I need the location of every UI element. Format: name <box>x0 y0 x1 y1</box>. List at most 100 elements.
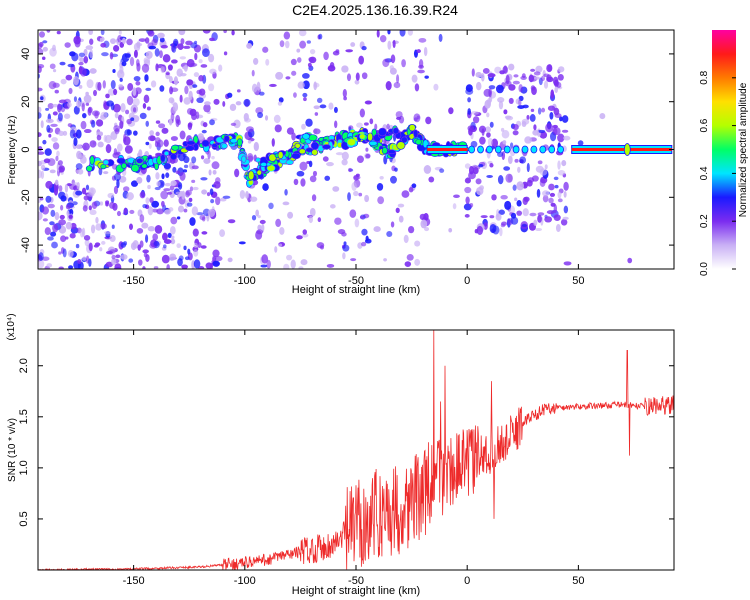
spectrogram-noise-blob <box>178 255 184 261</box>
spectrogram-noise-blob <box>132 98 140 107</box>
spectrogram-x-tick-label: -150 <box>123 275 145 287</box>
spectrogram-noise-blob <box>347 192 351 202</box>
spectrogram-noise-blob <box>168 97 175 104</box>
spectrogram-noise-blob <box>181 190 186 200</box>
spectrogram-noise-blob <box>64 113 71 119</box>
spectrogram-noise-blob <box>151 200 160 208</box>
spectrogram-noise-blob <box>145 234 149 243</box>
spectrogram-noise-blob <box>40 164 46 171</box>
spectrogram-noise-blob <box>279 40 285 48</box>
spectrogram-noise-blob <box>167 64 173 71</box>
spectrogram-ridge-blob <box>89 155 95 165</box>
spectrogram-noise-blob <box>563 205 569 214</box>
spectrogram-noise-blob <box>175 114 181 124</box>
spectrogram-noise-blob <box>532 129 540 136</box>
spectrogram-noise-blob <box>197 242 202 249</box>
spectrogram-noise-blob <box>81 187 87 195</box>
spectrogram-noise-blob <box>453 194 460 199</box>
spectrogram-noise-blob <box>398 215 404 223</box>
spectrogram-noise-blob <box>346 73 352 82</box>
spectrogram-noise-blob <box>186 79 194 86</box>
spectrogram-noise-blob <box>383 258 387 262</box>
spectrogram-noise-blob <box>176 216 181 220</box>
spectrogram-noise-blob <box>326 263 335 268</box>
spectrogram-noise-blob <box>170 180 177 187</box>
snr-x-axis-label: Height of straight line (km) <box>292 585 420 597</box>
spectrogram-noise-blob <box>309 175 317 183</box>
spectrogram-noise-blob <box>103 171 109 175</box>
spectrogram-noise-blob <box>256 229 264 235</box>
spectrogram-noise-blob <box>179 94 183 103</box>
spectrogram-noise-blob <box>302 80 310 90</box>
spectrogram-noise-blob <box>110 102 115 111</box>
spectrogram-noise-blob <box>176 243 181 249</box>
spectrogram-noise-blob <box>290 58 297 66</box>
spectrogram-noise-blob <box>113 125 121 132</box>
spectrogram-noise-blob <box>251 83 258 93</box>
spectrogram-noise-blob <box>235 101 242 106</box>
spectrogram-noise-blob <box>128 258 134 263</box>
spectrogram-noise-blob <box>92 110 100 117</box>
spectrogram-noise-blob <box>549 192 556 197</box>
spectrogram-noise-blob <box>132 87 137 96</box>
spectrogram-noise-blob <box>138 149 143 158</box>
spectrogram-noise-blob <box>498 209 505 215</box>
spectrogram-noise-blob <box>149 197 154 203</box>
spectrogram-noise-blob <box>198 59 203 64</box>
spectrogram-noise-blob <box>121 61 127 67</box>
spectrogram-noise-blob <box>38 111 42 120</box>
spectrogram-noise-blob <box>563 135 571 141</box>
spectrogram-noise-blob <box>223 30 227 34</box>
spectrogram-noise-blob <box>38 132 42 137</box>
spectrogram-noise-blob <box>299 40 307 49</box>
spectrogram-noise-blob <box>521 118 530 125</box>
spectrogram-noise-blob <box>424 75 429 79</box>
spectrogram-noise-blob <box>73 96 78 102</box>
spectrogram-noise-blob <box>486 174 493 178</box>
spectrogram-ridge-blob <box>277 151 284 160</box>
spectrogram-noise-blob <box>222 100 226 107</box>
spectrogram-tone-dot <box>530 145 538 154</box>
spectrogram-noise-blob <box>209 188 214 196</box>
spectrogram-noise-blob <box>414 240 421 247</box>
snr-chart: -150 -100 -50 0 50 0.5 1.0 1.5 2.0 (x10⁴) Heigh… <box>6 313 675 597</box>
snr-x-tick-label: 0 <box>464 575 470 587</box>
spectrogram-noise-blob <box>103 134 108 143</box>
spectrogram-noise-blob <box>251 69 255 77</box>
spectrogram-noise-blob <box>40 170 45 179</box>
spectrogram-noise-blob <box>332 186 340 192</box>
spectrogram-ridge-blob <box>85 165 93 172</box>
spectrogram-noise-blob <box>335 152 344 156</box>
spectrogram-noise-blob <box>279 227 285 235</box>
spectrogram-noise-blob <box>543 73 550 78</box>
spectrogram-noise-blob <box>554 86 558 94</box>
spectrogram-noise-blob <box>50 209 56 217</box>
spectrogram-noise-blob <box>78 62 84 66</box>
spectrogram-noise-blob <box>549 111 554 120</box>
spectrogram-noise-blob <box>308 160 313 168</box>
spectrogram-noise-blob <box>329 204 336 209</box>
spectrogram-noise-blob <box>51 137 58 142</box>
spectrogram-noise-blob <box>320 245 325 250</box>
spectrogram-noise-blob <box>126 38 133 46</box>
spectrogram-noise-blob <box>286 254 293 261</box>
spectrogram-noise-blob <box>142 266 146 269</box>
spectrogram-noise-blob <box>283 263 290 269</box>
spectrogram-noise-blob <box>150 80 157 88</box>
spectrogram-ridge-blob <box>401 136 408 143</box>
spectrogram-noise-blob <box>99 131 103 136</box>
spectrogram-noise-blob <box>516 181 524 191</box>
spectrogram-noise-blob <box>75 129 82 139</box>
spectrogram-x-tick-label: 50 <box>572 275 584 287</box>
spectrogram-noise-blob <box>152 233 159 241</box>
spectrogram-noise-blob <box>488 88 492 98</box>
spectrogram-noise-blob <box>333 106 338 114</box>
spectrogram-noise-blob <box>102 80 106 89</box>
spectrogram-noise-blob <box>165 172 170 178</box>
spectrogram-noise-blob <box>516 200 522 207</box>
spectrogram-noise-blob <box>159 37 165 43</box>
spectrogram-noise-blob <box>257 224 262 231</box>
spectrogram-noise-blob <box>530 85 536 91</box>
spectrogram-noise-blob <box>504 200 512 210</box>
spectrogram-noise-blob <box>126 118 132 125</box>
